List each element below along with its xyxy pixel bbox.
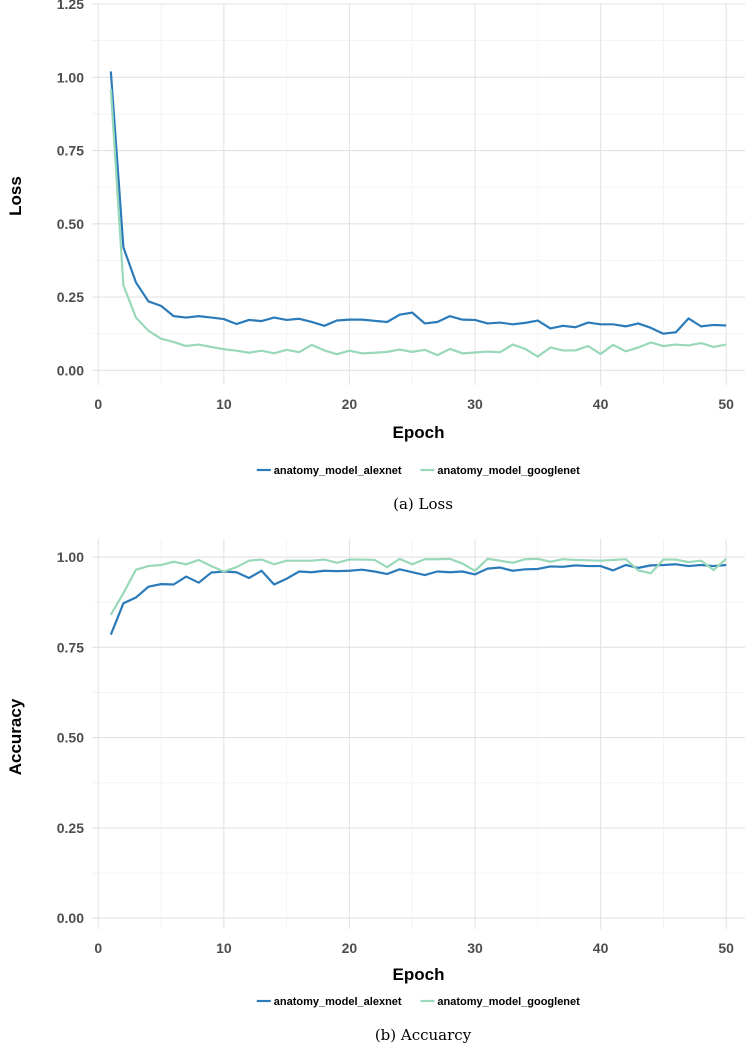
- x-tick-label: 30: [467, 940, 483, 956]
- series-line-anatomy-model-alexnet: [109, 71, 727, 335]
- series-line-anatomy-model-alexnet: [109, 563, 727, 636]
- legend: anatomy_model_alexnet anatomy_model_googl…: [256, 465, 580, 477]
- series-line-anatomy-model-googlenet: [109, 88, 727, 358]
- legend-label: anatomy_model_googlenet: [437, 465, 580, 477]
- x-axis-title: Epoch: [393, 965, 445, 984]
- y-tick-label: 0.25: [57, 289, 84, 305]
- legend-label: anatomy_model_alexnet: [274, 465, 402, 477]
- y-axis-title: Loss: [6, 176, 25, 216]
- accuracy-chart-panel: 0 10 20 30 40 50 0.00 0.25 0.50 0.75 1.00 Epoch Accu…: [6, 539, 745, 1044]
- y-tick-label: 0.75: [57, 143, 84, 159]
- loss-chart-panel: 0 10 20 30 40 50 0.00 0.25 0.50 0.75 1.00 1.25 Epoch…: [6, 0, 745, 513]
- y-tick-label: 0.50: [57, 730, 84, 746]
- x-tick-label: 30: [467, 396, 483, 412]
- x-tick-label: 50: [718, 396, 734, 412]
- x-tick-label: 20: [342, 396, 358, 412]
- legend-label: anatomy_model_alexnet: [274, 996, 402, 1008]
- y-tick-label: 1.25: [57, 0, 84, 12]
- y-tick-label: 0.75: [57, 639, 84, 655]
- x-tick-label: 50: [718, 940, 734, 956]
- y-axis-title: Accuracy: [6, 698, 25, 775]
- x-tick-label: 0: [94, 396, 102, 412]
- legend: anatomy_model_alexnet anatomy_model_googl…: [256, 996, 580, 1008]
- figure-caption: (b) Accuarcy: [375, 1026, 472, 1044]
- x-tick-label: 40: [593, 396, 609, 412]
- x-tick-label: 10: [216, 396, 232, 412]
- y-tick-label: 0.00: [57, 362, 84, 378]
- x-axis-title: Epoch: [393, 423, 445, 442]
- figure-caption: (a) Loss: [393, 495, 453, 513]
- x-tick-label: 40: [593, 940, 609, 956]
- y-tick-label: 0.50: [57, 216, 84, 232]
- x-tick-label: 10: [216, 940, 232, 956]
- x-tick-label: 20: [342, 940, 358, 956]
- y-tick-label: 0.25: [57, 820, 84, 836]
- y-tick-label: 1.00: [57, 549, 84, 565]
- x-tick-label: 0: [94, 940, 102, 956]
- series-line-anatomy-model-googlenet: [109, 557, 727, 616]
- legend-label: anatomy_model_googlenet: [437, 996, 580, 1008]
- y-tick-label: 1.00: [57, 69, 84, 85]
- y-tick-label: 0.00: [57, 910, 84, 926]
